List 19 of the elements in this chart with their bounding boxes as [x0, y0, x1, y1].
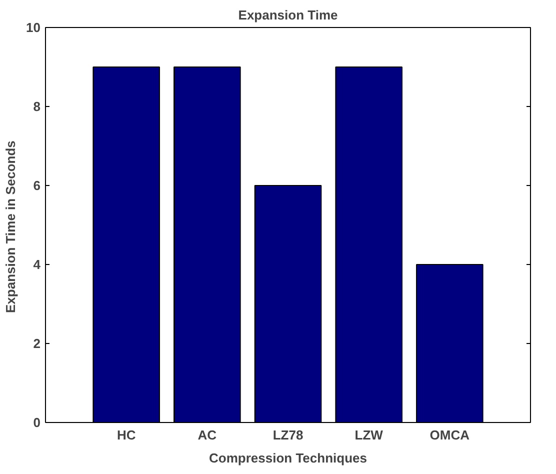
bar — [335, 66, 402, 422]
x-axis-title: Compression Techniques — [209, 450, 367, 466]
bar — [254, 185, 322, 422]
y-tick-label: 6 — [33, 178, 41, 193]
y-tick-label: 8 — [33, 99, 41, 114]
x-tick-label: OMCA — [430, 428, 470, 442]
y-axis-title: Expansion Time in Seconds — [3, 140, 18, 314]
x-tick-label: LZ78 — [272, 428, 304, 442]
y-tick-label: 2 — [33, 336, 41, 351]
bar — [416, 264, 484, 422]
x-tick-label: LZW — [354, 428, 384, 442]
bar — [92, 66, 160, 422]
y-tick-label: 0 — [33, 415, 41, 430]
bar — [174, 66, 241, 422]
x-tick-label: HC — [116, 428, 136, 442]
chart-title: Expansion Time — [238, 8, 338, 22]
x-tick-label: AC — [198, 428, 218, 442]
y-tick-label: 10 — [26, 20, 41, 35]
y-tick-label: 4 — [33, 257, 42, 272]
